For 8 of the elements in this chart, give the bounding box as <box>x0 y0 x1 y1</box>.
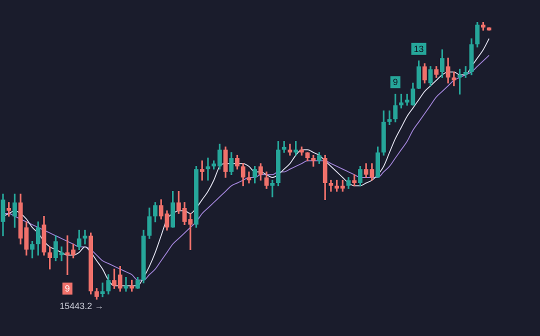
candlestick <box>124 277 128 292</box>
annotation: 9 <box>392 77 398 88</box>
annotation: 9 <box>64 284 70 294</box>
annotation: 13 <box>414 44 424 54</box>
candlestick <box>387 110 392 126</box>
candlestick <box>452 72 456 86</box>
candlestick <box>100 282 105 298</box>
text: 15443.2 → <box>60 301 104 312</box>
